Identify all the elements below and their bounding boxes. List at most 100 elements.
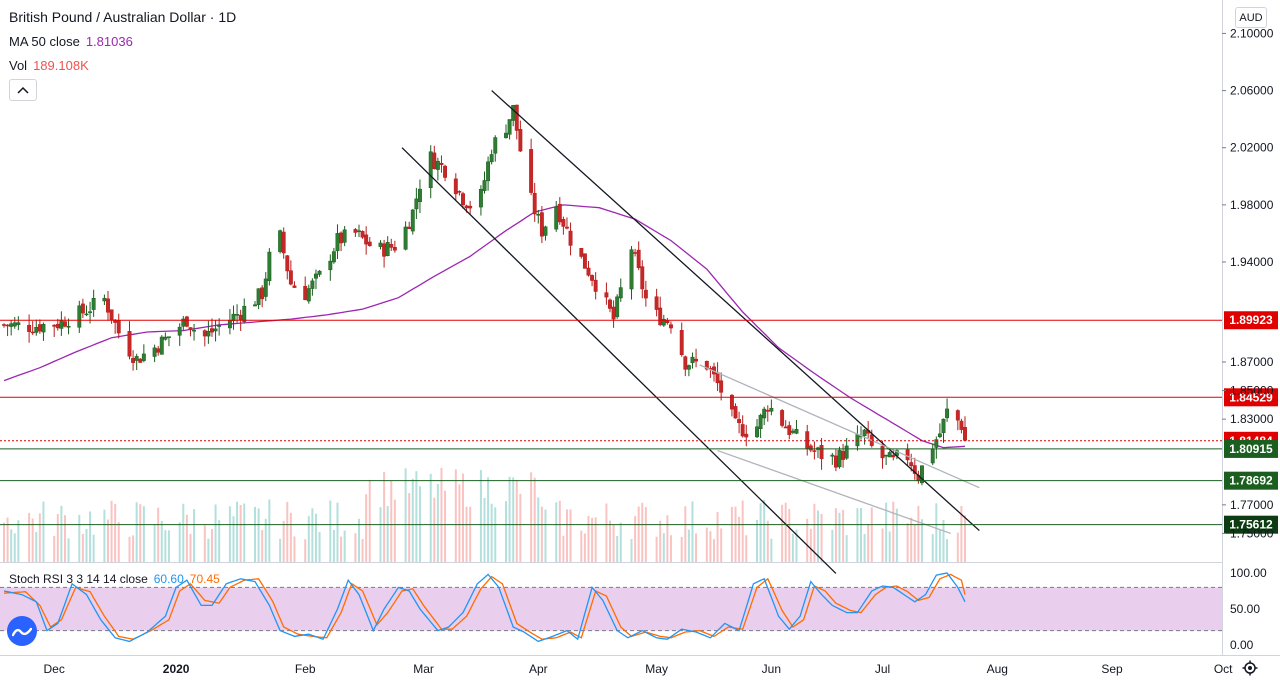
- volume-bar: [454, 469, 457, 562]
- candle-body: [941, 418, 946, 434]
- volume-bar: [533, 477, 536, 562]
- volume-bar: [254, 506, 257, 562]
- volume-bar: [329, 500, 332, 562]
- candle-body: [737, 419, 742, 424]
- volume-bar: [243, 503, 246, 562]
- candle-body: [633, 252, 638, 254]
- candle-body: [407, 226, 412, 230]
- volume-bar: [3, 522, 5, 562]
- volume-bar: [307, 516, 310, 562]
- volume-bar: [106, 519, 109, 562]
- price-tick-label: 1.85000: [1230, 384, 1274, 398]
- candle-body: [328, 260, 333, 271]
- time-tick-label: Aug: [987, 662, 1008, 676]
- candle-body: [242, 305, 247, 322]
- candle-body: [432, 152, 437, 170]
- candle-body: [206, 330, 211, 337]
- candle-body: [389, 244, 394, 248]
- ma-value: 1.81036: [85, 34, 133, 49]
- volume-bar: [834, 508, 837, 562]
- candle-body: [116, 320, 121, 334]
- candle-body: [833, 455, 838, 468]
- volume-bar: [763, 499, 766, 562]
- volume-bar: [637, 506, 640, 562]
- stoch-band: [0, 587, 1222, 631]
- volume-bar: [433, 497, 436, 562]
- volume-bar: [766, 520, 769, 562]
- volume-bar: [218, 520, 221, 562]
- candle-body: [428, 151, 433, 188]
- candle-body: [443, 165, 448, 178]
- candle-body: [640, 266, 645, 290]
- volume-bar: [709, 531, 712, 562]
- level-price-text: 1.75612: [1229, 518, 1273, 532]
- volume-bar: [56, 514, 59, 562]
- candle-body: [963, 427, 967, 441]
- volume-bar: [519, 493, 522, 562]
- stoch-tick-label: 0.00: [1230, 638, 1254, 652]
- volume-bar: [390, 480, 393, 562]
- candle-body: [41, 324, 46, 333]
- volume-bar: [956, 532, 959, 562]
- volume-bar: [81, 533, 84, 562]
- volume-bar: [415, 471, 418, 562]
- volume-bar: [558, 500, 561, 562]
- trendline: [699, 364, 980, 489]
- candle-body: [418, 188, 422, 202]
- volume-bar: [164, 530, 167, 562]
- candle-body: [235, 314, 240, 316]
- trendline: [401, 147, 837, 574]
- level-price-label: [1224, 439, 1278, 458]
- gear-icon[interactable]: [1240, 658, 1260, 678]
- candle-body: [188, 327, 193, 330]
- candle-body: [217, 325, 222, 327]
- volume-bar: [594, 517, 597, 562]
- candle-body: [435, 160, 440, 170]
- volume-bar: [365, 494, 368, 562]
- candle-body: [937, 433, 942, 438]
- volume-bar: [695, 533, 698, 562]
- stoch-d-line: [3, 573, 966, 640]
- volume-bar: [185, 514, 188, 562]
- volume-bar: [318, 531, 321, 562]
- volume-bar: [89, 511, 92, 562]
- time-tick-label: Sep: [1101, 662, 1123, 676]
- volume-bar: [605, 503, 608, 562]
- volume-bar: [483, 498, 486, 562]
- level-price-label: [1224, 311, 1278, 330]
- candle-body: [468, 205, 473, 209]
- time-tick-label: Jul: [875, 662, 890, 676]
- volume-bar: [684, 506, 687, 562]
- volume-bar: [809, 528, 812, 562]
- candle-body: [762, 408, 767, 419]
- volume-bar: [562, 535, 565, 562]
- collapse-legend-button[interactable]: [9, 79, 37, 101]
- volume-bar: [669, 535, 672, 562]
- candle-body: [77, 305, 82, 328]
- candle-body: [238, 314, 243, 320]
- level-price-label: [1224, 388, 1278, 407]
- volume-bar: [135, 502, 138, 562]
- candle-body: [758, 414, 763, 429]
- tradingview-logo[interactable]: [7, 616, 37, 646]
- price-tick-label: 2.06000: [1230, 84, 1274, 98]
- volume-bar: [895, 508, 898, 562]
- volume-bar: [641, 502, 644, 562]
- volume-bar: [203, 525, 206, 562]
- volume-bar: [411, 478, 414, 562]
- volume-bar: [863, 533, 866, 562]
- candle-body: [629, 249, 634, 290]
- volume-bar: [591, 517, 594, 562]
- volume-bar: [436, 483, 439, 562]
- volume-bar: [512, 477, 515, 562]
- level-price-text: 1.89923: [1229, 313, 1273, 327]
- time-tick-label: Mar: [413, 662, 434, 676]
- time-tick-label: 2020: [163, 662, 190, 676]
- price-tick-label: 1.75000: [1230, 526, 1274, 540]
- volume-bar: [444, 490, 447, 562]
- currency-button[interactable]: AUD: [1235, 7, 1267, 28]
- volume-bar: [10, 529, 13, 562]
- level-price-text: 1.78692: [1229, 474, 1273, 488]
- volume-bar: [479, 470, 482, 562]
